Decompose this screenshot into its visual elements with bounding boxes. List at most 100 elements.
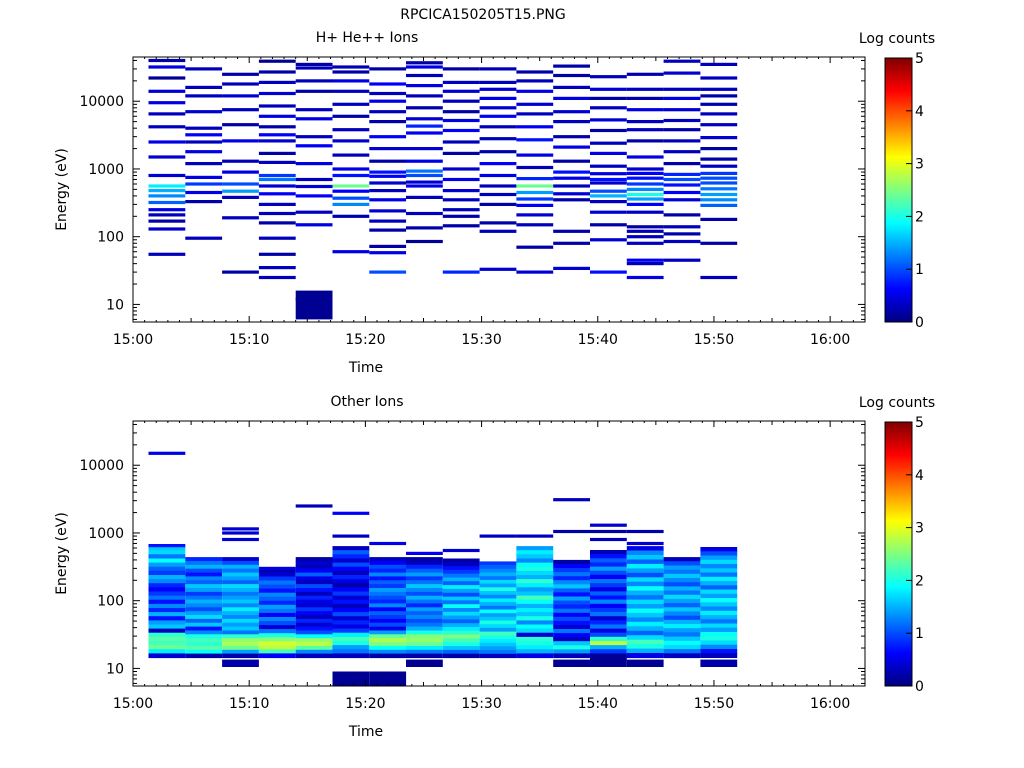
heatmap-cell [185,85,223,89]
heatmap-cell [406,564,443,570]
heatmap-cell [700,112,738,116]
heatmap-cell [479,650,517,655]
heatmap-cell [185,67,223,71]
heatmap-cell [332,550,370,555]
heatmap-cell [479,80,517,84]
heatmap-cell [185,564,223,570]
heatmap-cell [516,112,554,116]
heatmap-cell [295,62,333,66]
heatmap-cell [222,659,259,667]
heatmap-cell [442,214,480,218]
heatmap-cell [700,659,738,667]
heatmap-cell [369,611,407,616]
heatmap-cell [295,557,333,562]
heatmap-cell [663,71,701,75]
heatmap-cell [700,164,738,168]
heatmap-cell [148,636,186,642]
heatmap-cell [295,572,333,578]
heatmap-cell [442,642,480,647]
heatmap-cell [626,608,664,614]
heatmap-cell [479,583,517,588]
x-tick-label: 15:10 [229,696,269,712]
heatmap-cell [590,645,627,650]
x-tick-label: 15:40 [578,696,618,712]
heatmap-cell [332,620,370,626]
heatmap-cell [332,645,370,650]
heatmap-cell [148,184,186,188]
heatmap-cell [590,141,627,145]
panel-title: Other Ions [330,394,403,410]
heatmap-cell [148,125,186,129]
heatmap-cell [479,202,517,206]
heatmap-cell [369,599,407,605]
heatmap-cell [590,200,627,204]
heatmap-cell [295,580,333,585]
heatmap-cell [222,537,259,542]
heatmap-cell [663,632,701,638]
heatmap-cell [590,172,627,176]
heatmap-cell [295,642,333,647]
heatmap-cell [148,632,186,638]
heatmap-cell [332,570,370,576]
heatmap-cell [369,622,407,628]
heatmap-cell [590,649,627,654]
heatmap-cell [553,159,590,163]
heatmap-cell [406,615,443,620]
heatmap-cell [406,557,443,562]
heatmap-cell [663,118,701,123]
heatmap-cell [369,615,407,620]
heatmap-cell [222,599,259,605]
y-tick-label: 100 [97,594,124,610]
heatmap-cell [332,612,370,617]
heatmap-cell [185,580,223,585]
heatmap-cell [516,620,554,626]
heatmap-cell [369,649,407,655]
heatmap-cell [369,99,407,103]
heatmap-cell [516,599,554,605]
heatmap-cell [553,564,590,569]
heatmap-cell [700,176,738,180]
heatmap-cell [148,653,186,659]
heatmap-cell [442,619,480,624]
panel-other-ions: 15:00 15:10 15:20 15:30 15:40 15:50 16:0010100… [54,394,935,740]
heatmap-cell [516,554,554,559]
heatmap-cell [479,605,517,611]
heatmap-cell [258,151,296,155]
heatmap-cell [295,611,333,616]
heatmap-cell [332,562,370,568]
heatmap-cell [590,223,627,227]
heatmap-cell [626,72,664,76]
heatmap-cell [626,171,664,175]
heatmap-cell [222,626,259,632]
heatmap-cell [700,623,738,629]
heatmap-cell [516,177,554,181]
heatmap-cell [553,559,590,565]
heatmap-cell [406,576,443,581]
y-tick-label: 1000 [88,526,124,542]
heatmap-cell [516,70,554,74]
panel-h-he-ions: 15:00 15:10 15:20 15:30 15:40 15:50 16:0010100… [54,30,935,376]
heatmap-cell [479,96,517,100]
heatmap-cell [553,192,590,196]
heatmap-cell [222,561,259,566]
heatmap-cell [406,588,443,593]
heatmap-cell [369,251,407,255]
heatmap-cell [442,128,480,133]
heatmap-cell [406,106,443,110]
heatmap-cell [222,531,259,535]
heatmap-cell [553,616,590,622]
heatmap-cell [258,177,296,182]
heatmap-cell [553,637,590,642]
heatmap-cell [479,653,517,659]
heatmap-cell [700,640,738,646]
heatmap-cell [332,202,370,206]
heatmap-cell [700,585,738,591]
heatmap-cell [148,558,186,564]
heatmap-cell [406,73,443,78]
heatmap-cell [663,96,701,100]
heatmap-cell [516,570,554,576]
heatmap-cell [222,638,259,643]
heatmap-cell [442,634,480,639]
heatmap-cell [479,568,517,574]
heatmap-cell [700,636,738,641]
